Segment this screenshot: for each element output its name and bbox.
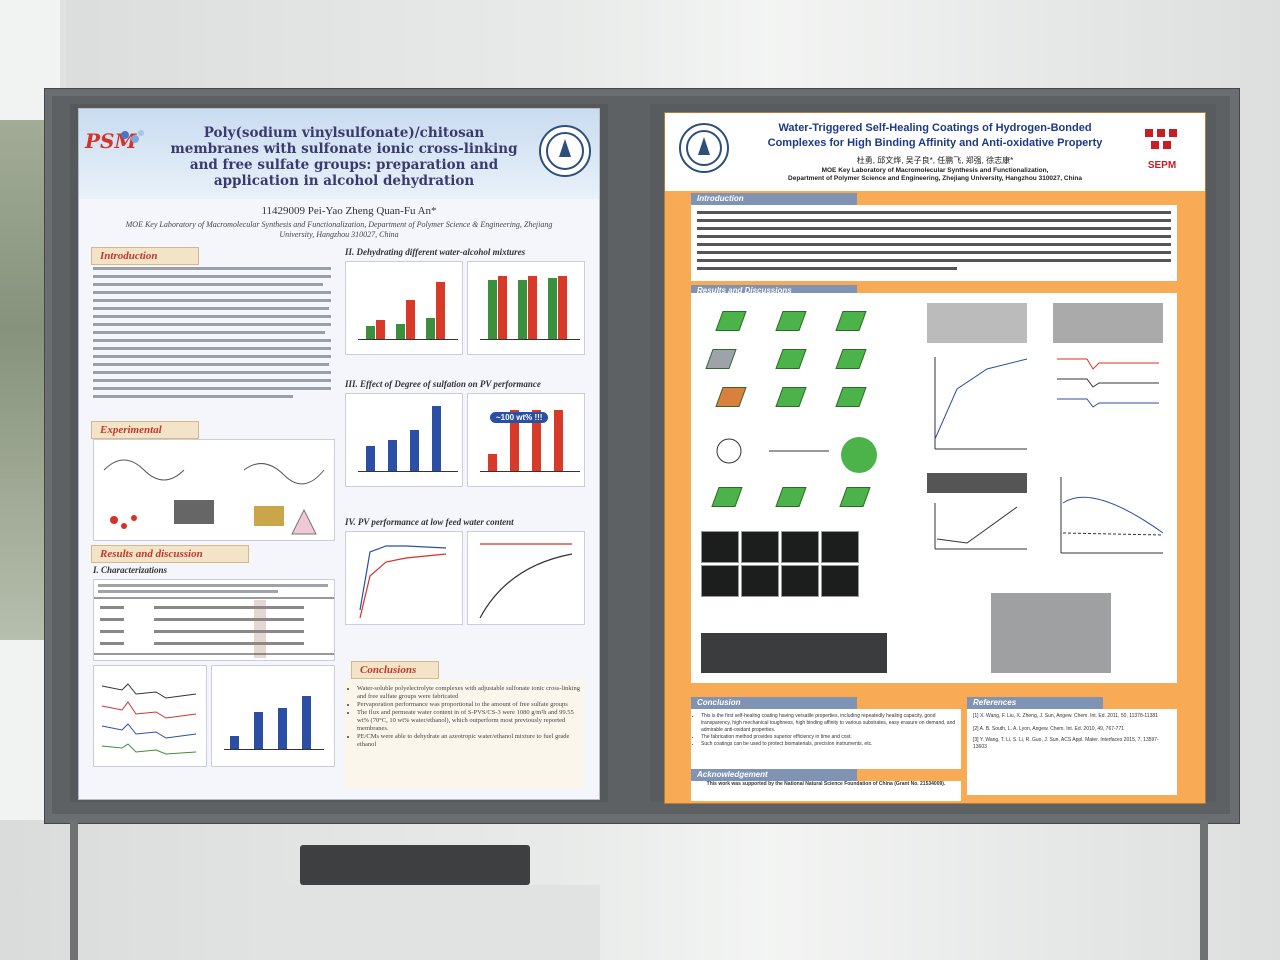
poster-right-title-line2: Complexes for High Binding Affinity and …: [767, 137, 1103, 149]
water-content-chart-b: [467, 261, 585, 355]
affiliation-line1: MOE Key Laboratory of Macromolecular Syn…: [821, 167, 1049, 174]
fig-2-stretching-figure: [927, 303, 1037, 553]
molecule-icon: [121, 130, 144, 143]
bar: [254, 712, 263, 750]
fig-7-grid-photos: [991, 593, 1111, 673]
window-tree-view: [0, 120, 48, 640]
introduction-heading: Introduction: [91, 247, 199, 265]
poster-left-header: PSM Poly(sodium vinylsulfonate)/chitosan…: [79, 109, 599, 199]
conclusions-box: Conclusions Water-soluble polyelectrolyt…: [345, 661, 585, 789]
hundred-percent-callout: ~100 wt% !!!: [490, 412, 549, 423]
stand-leg-right: [1200, 820, 1208, 960]
conclusion-item: This is the first self-healing coating h…: [701, 713, 961, 734]
conclusion-box: This is the first self-healing coating h…: [691, 709, 961, 769]
reference-item: [2] A. B. South, L. A. Lyon, Angew. Chem…: [973, 726, 1125, 732]
conclusion-item: Pervaporation performance was proportion…: [357, 701, 585, 709]
conclusion-heading: Conclusion: [691, 697, 857, 709]
acknowledgement-heading: Acknowledgement: [691, 769, 857, 781]
introduction-text-block: [93, 265, 333, 415]
flux-chart-a: [345, 261, 463, 355]
sulfation-water-content-chart: ~100 wt% !!!: [467, 393, 585, 487]
bar: [302, 696, 311, 750]
bar: [278, 708, 287, 750]
sepm-logo-text: SEPM: [1147, 160, 1177, 171]
contact-angle-chart: [211, 665, 335, 767]
poster-right-affiliation: MOE Key Laboratory of Macromolecular Syn…: [725, 167, 1145, 183]
reference-item: [3] Y. Wang, T. Li, S. Li, R. Guo, J. Su…: [973, 737, 1159, 750]
scheme-1-figure: [699, 303, 889, 413]
acknowledgement-text: This work was supported by the National …: [691, 781, 961, 801]
introduction-text-lines: [697, 211, 1171, 270]
poster-right-header: Water-Triggered Self-Healing Coatings of…: [665, 113, 1205, 191]
poster-right-authors: 杜勇, 邱文烨, 吴子良*, 任鹏飞, 郑强, 徐志康*: [856, 156, 1014, 165]
references-box: [1] X. Wang, F. Liu, X. Zheng, J. Sun, A…: [967, 709, 1177, 795]
bar: [230, 736, 239, 750]
poster-right-title-line1: Water-Triggered Self-Healing Coatings of…: [778, 122, 1092, 134]
affiliation-line2: Department of Polymer Science and Engine…: [788, 175, 1082, 182]
sepm-logo: SEPM: [1139, 125, 1185, 171]
conclusions-heading: Conclusions: [351, 661, 439, 679]
conclusion-item: The flux and permeate water content in o…: [357, 709, 585, 733]
poster-left-title: Poly(sodium vinylsulfonate)/chitosan mem…: [170, 125, 518, 189]
composition-table: [93, 579, 335, 661]
reference-item: [1] X. Wang, F. Liu, X. Zheng, J. Sun, A…: [973, 713, 1158, 719]
fig-1-healing-figure: [699, 431, 889, 531]
sulfation-flux-chart: [345, 393, 463, 487]
poster-right: Water-Triggered Self-Healing Coatings of…: [664, 112, 1206, 804]
university-seal-icon: [539, 125, 591, 177]
psm-logo: PSM: [85, 129, 145, 165]
results-heading: Results and discussion: [91, 545, 249, 563]
introduction-heading: Introduction: [691, 193, 857, 205]
introduction-text-block: [691, 205, 1177, 281]
conclusion-list: This is the first self-healing coating h…: [691, 713, 961, 748]
poster-left-authors: 11429009 Pei-Yao Zheng Quan-Fu An*: [261, 205, 437, 217]
characterizations-heading: I. Characterizations: [93, 565, 168, 575]
conclusions-list: Water-soluble polyelectrolyte complexes …: [345, 685, 585, 749]
poster-left-affiliation: MOE Key Laboratory of Macromolecular Syn…: [125, 220, 553, 239]
sepm-logo-icon: [1145, 129, 1177, 149]
low-feed-heading: IV. PV performance at low feed water con…: [345, 517, 514, 527]
ftir-spectra-figure: [93, 665, 207, 767]
poster-left: PSM Poly(sodium vinylsulfonate)/chitosan…: [78, 108, 600, 800]
experimental-heading: Experimental: [91, 421, 199, 439]
conclusion-item: The fabrication method provides superior…: [701, 734, 961, 741]
operation-time-chart: [467, 531, 585, 625]
floor-cabinet: [280, 885, 600, 960]
conclusion-item: PE/CMs were able to dehydrate an azeotro…: [357, 733, 585, 749]
stand-leg-left: [70, 820, 78, 960]
results-panel: [691, 293, 1177, 683]
conclusion-item: Water-soluble polyelectrolyte complexes …: [357, 685, 585, 701]
fig-4-ftir-figure: [1053, 303, 1169, 554]
experimental-scheme-figure: [93, 439, 335, 541]
poster-right-title: Water-Triggered Self-Healing Coatings of…: [735, 121, 1135, 151]
low-feed-water-chart: [345, 531, 463, 625]
conclusion-item: Such coatings can be used to protect bio…: [701, 741, 961, 748]
dehydrating-heading: II. Dehydrating different water-alcohol …: [345, 247, 526, 257]
transparent-coating-photo: [701, 633, 887, 673]
sulfation-effect-heading: III. Effect of Degree of sulfation on PV…: [345, 379, 541, 389]
references-heading: References: [967, 697, 1103, 709]
university-seal-icon: [679, 123, 729, 173]
introduction-text-lines: [93, 267, 331, 398]
projector-tray: [300, 845, 530, 885]
